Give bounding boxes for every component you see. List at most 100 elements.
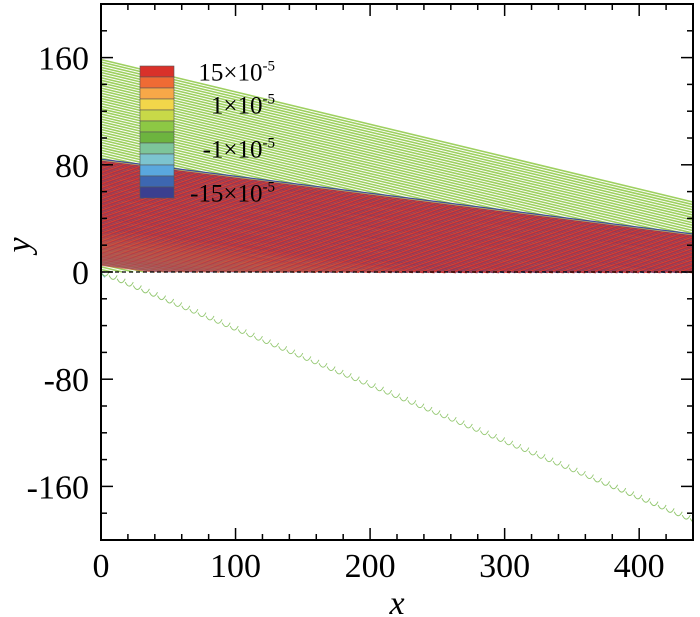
wave-edge-scallop xyxy=(633,494,643,500)
wave-crest xyxy=(101,71,693,216)
wave-edge-scallop xyxy=(673,511,683,517)
wave-edge-scallop xyxy=(189,308,199,314)
y-tick-label: 160 xyxy=(38,41,89,78)
wave-edge-scallop xyxy=(463,423,473,429)
legend-label: -15×10-5 xyxy=(190,180,275,208)
x-tick-label: 200 xyxy=(345,548,396,585)
wave-crest-positive xyxy=(101,263,166,273)
wave-edge-scallop xyxy=(496,437,506,442)
wave-crest-positive xyxy=(101,260,188,273)
legend-swatch xyxy=(139,164,175,177)
legend-label: -1×10-5 xyxy=(203,136,275,164)
legend-swatch xyxy=(139,131,175,144)
wave-edge-scallop xyxy=(649,501,659,507)
wave-crest xyxy=(101,74,693,219)
wave-edge-scallop xyxy=(229,325,239,331)
legend-swatch xyxy=(139,186,175,199)
wave-edge-scallop xyxy=(625,491,635,496)
wave-edge-scallop xyxy=(512,444,522,449)
wave-edge-scallop xyxy=(560,464,570,469)
wave-edge-scallop xyxy=(366,383,376,388)
wave-edge-scallop xyxy=(108,275,118,280)
wave-crest-dash xyxy=(34,253,42,262)
wave-crest-edge xyxy=(101,250,265,273)
wave-crest xyxy=(101,58,693,203)
wave-edge-scallop xyxy=(552,460,562,466)
wave-edge-scallop xyxy=(544,457,554,463)
wave-edge-scallop xyxy=(431,410,441,415)
wave-crest-edge xyxy=(101,256,223,273)
wave-crest-edge xyxy=(101,262,170,273)
wave-crest xyxy=(101,107,693,253)
y-axis-title: y xyxy=(1,237,38,256)
wave-crest xyxy=(101,105,693,250)
legend-swatch xyxy=(139,153,175,166)
wave-crest-edge xyxy=(101,159,693,236)
wave-crest xyxy=(101,69,693,214)
legend-swatch xyxy=(139,65,175,78)
y-tick-label: -160 xyxy=(27,469,89,506)
wave-crest-edge xyxy=(101,261,180,273)
wave-crest xyxy=(101,63,693,209)
x-axis-title: x xyxy=(388,585,404,617)
wave-crest-dash xyxy=(59,259,67,268)
wave-crest xyxy=(101,110,693,255)
legend-swatch xyxy=(139,142,175,155)
wave-crest xyxy=(101,76,693,221)
wave-crest-edge xyxy=(101,260,190,273)
wave-edge-scallop xyxy=(132,285,142,290)
wave-edge-scallop xyxy=(488,433,497,439)
wave-edge-scallop xyxy=(520,447,530,453)
wave-edge-scallop xyxy=(609,484,619,490)
wave-crest xyxy=(101,92,693,237)
wave-edge-scallop xyxy=(471,427,481,432)
wave-crest-edge xyxy=(101,264,157,273)
wave-crest-edge xyxy=(101,260,191,273)
wave-edge-scallop xyxy=(165,298,175,304)
wave-edge-scallop xyxy=(245,332,255,338)
wave-crest xyxy=(101,61,693,206)
legend-swatch xyxy=(139,76,175,89)
wave-edge-scallop xyxy=(415,403,425,409)
wave-edge-scallop xyxy=(358,379,368,385)
legend: 15×10-5 1×10-5 -1×10-5 -15×10-5 xyxy=(139,59,275,208)
wave-edge-scallop xyxy=(383,389,393,395)
y-tick-label: -80 xyxy=(44,362,89,399)
legend-swatch xyxy=(139,87,175,100)
legend-swatch xyxy=(139,98,175,111)
wave-crest-edge xyxy=(101,257,213,273)
wave-crest xyxy=(101,268,112,273)
wave-edge-scallop xyxy=(536,454,546,459)
wave-edge-scallop xyxy=(593,477,602,483)
wave-edge-scallop xyxy=(375,386,384,392)
wave-edge-scallop xyxy=(221,322,231,328)
wave-edge-scallop xyxy=(407,400,417,405)
wave-crest xyxy=(101,265,123,273)
wave-edge-scallop xyxy=(334,369,344,375)
legend-swatch xyxy=(139,175,175,188)
wave-crest-edge xyxy=(101,246,297,273)
wave-edge-scallop xyxy=(568,467,578,473)
wave-edge-scallop xyxy=(617,487,627,493)
wave-edge-scallop xyxy=(391,393,401,399)
wave-edge-scallop xyxy=(439,413,449,419)
wave-edge-scallop xyxy=(262,339,271,344)
wave-edge-scallop xyxy=(657,504,667,510)
wave-edge-scallop xyxy=(641,498,651,503)
wave-crest-edge xyxy=(101,261,179,273)
wave-edge-scallop xyxy=(205,315,215,321)
x-tick-label: 400 xyxy=(614,548,665,585)
wave-crest xyxy=(101,100,693,245)
wave-edge-scallop xyxy=(310,359,320,365)
wave-edge-scallop xyxy=(455,420,465,426)
wave-crest xyxy=(101,102,693,247)
x-tick-label: 0 xyxy=(93,548,110,585)
wave-edge-scallop xyxy=(584,474,594,480)
x-tick-label: 100 xyxy=(210,548,261,585)
wave-edge-scallop xyxy=(399,396,409,402)
wave-crest xyxy=(101,89,693,234)
wave-crest xyxy=(101,97,693,242)
wave-crest-edge xyxy=(101,249,276,273)
wave-edge-scallop xyxy=(116,278,126,284)
wave-edge-scallop xyxy=(294,352,304,358)
